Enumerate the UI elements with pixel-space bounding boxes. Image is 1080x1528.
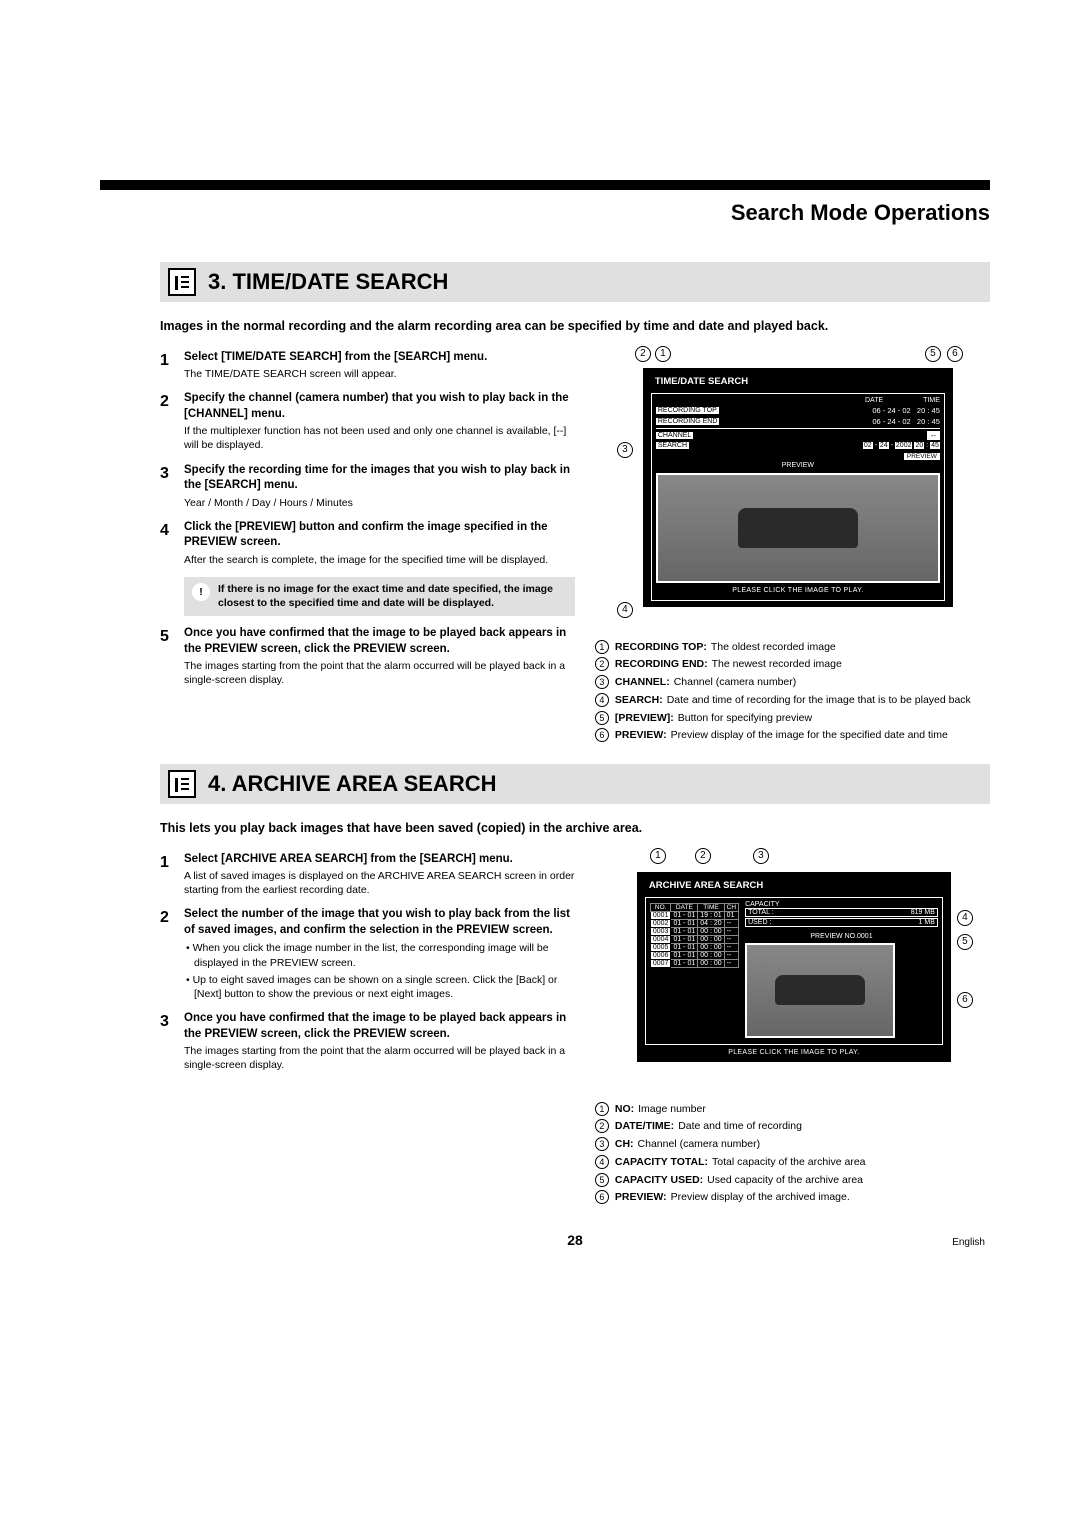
- section-2-intro: This lets you play back images that have…: [160, 820, 990, 838]
- archive-row-button[interactable]: 0002: [650, 919, 671, 927]
- list-icon: [168, 770, 196, 798]
- callout-4: 4: [617, 602, 633, 618]
- preview-screen[interactable]: [656, 473, 940, 583]
- page-number: 28: [160, 1232, 990, 1248]
- archive-row-button[interactable]: 0006: [650, 951, 671, 959]
- section-2-title: 4. ARCHIVE AREA SEARCH: [208, 771, 496, 797]
- archive-screen: ARCHIVE AREA SEARCH NO.DATETIMECH 000101…: [637, 872, 951, 1062]
- list-icon: [168, 268, 196, 296]
- section-1-intro: Images in the normal recording and the a…: [160, 318, 990, 336]
- header-bar: [100, 180, 990, 190]
- callout-b6: 6: [957, 992, 973, 1008]
- callout-b1: 1: [650, 848, 666, 864]
- callout-2: 2: [635, 346, 651, 362]
- archive-row-button[interactable]: 0004: [650, 935, 671, 943]
- note-box: ! If there is no image for the exact tim…: [184, 577, 575, 616]
- archive-row-button[interactable]: 0003: [650, 927, 671, 935]
- language-label: English: [952, 1237, 985, 1248]
- section-1-legend: 1RECORDING TOP:The oldest recorded image…: [595, 640, 990, 745]
- callout-5: 5: [925, 346, 941, 362]
- section-1-steps: 1 Select [TIME/DATE SEARCH] from the [SE…: [160, 350, 575, 747]
- callout-3: 3: [617, 442, 633, 458]
- callout-6: 6: [947, 346, 963, 362]
- archive-row-button[interactable]: 0001: [650, 911, 671, 919]
- callout-b5: 5: [957, 934, 973, 950]
- section-1-title: 3. TIME/DATE SEARCH: [208, 269, 448, 295]
- archive-preview[interactable]: [745, 943, 895, 1038]
- section-2-legend: 1NO:Image number 2DATE/TIME:Date and tim…: [595, 1102, 990, 1207]
- section-2-header: 4. ARCHIVE AREA SEARCH: [160, 764, 990, 804]
- info-icon: !: [192, 583, 210, 601]
- page-header: Search Mode Operations: [160, 200, 990, 226]
- preview-button[interactable]: PREVIEW: [904, 453, 940, 460]
- timedate-screen: TIME/DATE SEARCH DATE TIME RECORDING TOP…: [643, 368, 953, 607]
- archive-row-button[interactable]: 0005: [650, 943, 671, 951]
- callout-b3: 3: [753, 848, 769, 864]
- section-1-header: 3. TIME/DATE SEARCH: [160, 262, 990, 302]
- section-2-steps: 1 Select [ARCHIVE AREA SEARCH] from the …: [160, 852, 575, 1209]
- search-date-inputs[interactable]: 02 - 24 - 2002 20 : 45: [863, 442, 940, 449]
- callout-b4: 4: [957, 910, 973, 926]
- archive-table: NO.DATETIMECH 000101 - 0119 : 0101 00020…: [650, 903, 739, 968]
- channel-select[interactable]: --: [927, 431, 940, 440]
- callout-1: 1: [655, 346, 671, 362]
- callout-b2: 2: [695, 848, 711, 864]
- archive-row-button[interactable]: 0007: [650, 959, 671, 967]
